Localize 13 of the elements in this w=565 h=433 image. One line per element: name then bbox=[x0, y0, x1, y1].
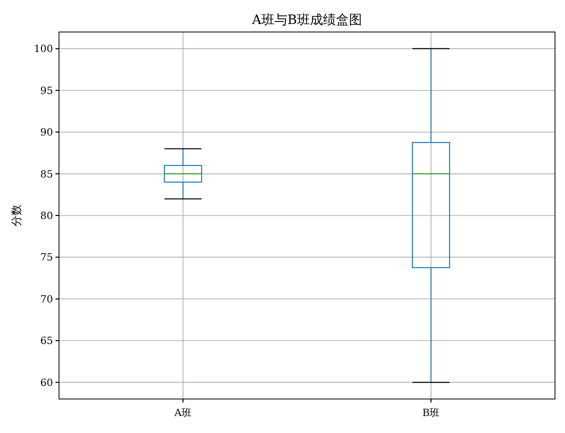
x-tick-label: A班 bbox=[173, 407, 192, 419]
y-tick-label: 75 bbox=[40, 252, 53, 264]
y-tick-label: 60 bbox=[40, 378, 53, 389]
y-tick-label: 90 bbox=[40, 128, 53, 139]
chart-title: A班与B班成绩盒图 bbox=[251, 13, 362, 28]
y-tick-label: 80 bbox=[40, 211, 53, 222]
y-tick-label: 65 bbox=[40, 336, 53, 348]
x-tick-label: B班 bbox=[422, 407, 440, 419]
y-tick-label: 85 bbox=[40, 169, 53, 180]
y-tick-label: 95 bbox=[40, 86, 53, 97]
y-tick-label: 70 bbox=[40, 294, 53, 306]
y-axis-title: 分数 bbox=[10, 204, 23, 226]
y-tick-label: 100 bbox=[34, 44, 53, 56]
